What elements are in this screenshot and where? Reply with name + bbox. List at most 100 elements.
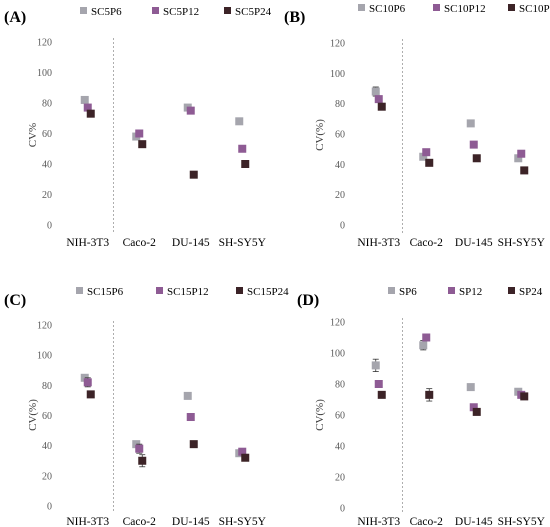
legend-swatch: [236, 287, 243, 294]
legend-swatch: [358, 4, 365, 11]
panel-letter: (A): [4, 9, 26, 26]
data-point: [472, 154, 481, 163]
data-point: [135, 129, 144, 138]
y-tick-label: 60: [42, 411, 52, 422]
data-point: [189, 440, 198, 449]
legend-swatch: [156, 287, 163, 294]
data-point: [186, 106, 195, 115]
data-point: [83, 103, 92, 112]
y-tick-label: 0: [47, 221, 52, 232]
y-tick-label: 80: [42, 381, 52, 392]
data-point: [514, 154, 523, 163]
data-point: [374, 380, 383, 388]
y-tick-label: 80: [335, 380, 345, 391]
legend-label: SC10P12: [444, 3, 486, 15]
y-tick-label: 120: [37, 321, 52, 332]
legend-swatch: [433, 4, 440, 11]
data-point: [425, 390, 434, 399]
data-point: [517, 149, 526, 158]
legend-swatch: [76, 287, 83, 294]
y-tick-label: 0: [340, 504, 345, 515]
y-tick-label: 20: [42, 471, 52, 482]
x-category-label: SH-SY5Y: [219, 516, 267, 527]
y-tick-label: 100: [330, 69, 345, 80]
data-point: [371, 87, 380, 96]
data-point: [425, 158, 434, 167]
panel-letter: (B): [284, 9, 305, 26]
x-category-label: SH-SY5Y: [498, 516, 546, 527]
data-point: [83, 378, 92, 387]
y-tick-label: 120: [330, 39, 345, 50]
legend-swatch: [224, 7, 231, 14]
y-axis-label: CV(%): [314, 399, 326, 431]
data-point: [135, 444, 144, 453]
data-point: [422, 333, 431, 342]
legend-label: SC10P24: [519, 3, 550, 15]
y-tick-label: 20: [335, 473, 345, 484]
data-point: [472, 407, 481, 416]
data-point: [86, 109, 95, 118]
x-category-label: NIH-3T3: [66, 237, 109, 249]
legend-label: SC5P24: [235, 6, 272, 18]
y-tick-label: 0: [47, 502, 52, 513]
x-category-label: NIH-3T3: [357, 516, 400, 527]
panel-letter: (C): [4, 292, 26, 309]
x-category-label: NIH-3T3: [357, 237, 400, 249]
y-tick-label: 40: [42, 160, 52, 171]
x-category-label: DU-145: [455, 237, 493, 249]
data-point: [80, 95, 89, 104]
data-point: [520, 166, 529, 175]
y-axis-label: CV(%): [314, 119, 326, 151]
data-point: [469, 140, 478, 149]
chart-panel-b: (B) SC10P6 SC10P12 SC10P24 0 20 40 60 80 100 120 CV…: [284, 3, 550, 249]
y-tick-label: 40: [335, 442, 345, 453]
chart-panel-d: (D) SP6 SP12 SP24 0 20 40 60 80 100 120 CV(%) NIH-3T…: [297, 286, 546, 527]
y-tick-label: 80: [42, 99, 52, 110]
legend-label: SP6: [399, 286, 417, 298]
data-point: [419, 152, 428, 161]
data-point: [238, 447, 247, 456]
data-point: [466, 383, 475, 392]
data-point: [238, 144, 247, 153]
y-tick-label: 120: [330, 318, 345, 329]
y-tick-label: 60: [335, 411, 345, 422]
y-tick-label: 0: [340, 221, 345, 232]
data-point: [419, 341, 428, 350]
legend-label: SC10P6: [369, 3, 406, 15]
x-category-label: NIH-3T3: [66, 516, 109, 527]
y-tick-label: 20: [42, 190, 52, 201]
x-category-label: DU-145: [172, 516, 210, 527]
x-category-label: SH-SY5Y: [219, 237, 267, 249]
legend-swatch: [388, 287, 395, 294]
data-point: [186, 413, 195, 422]
y-tick-label: 100: [37, 351, 52, 362]
legend-swatch: [80, 7, 87, 14]
y-tick-label: 100: [37, 68, 52, 79]
panel-letter: (D): [297, 292, 319, 309]
x-category-label: Caco-2: [410, 516, 443, 527]
data-point: [371, 361, 380, 370]
y-tick-label: 60: [42, 129, 52, 140]
legend-label: SP12: [459, 286, 482, 298]
data-point: [422, 148, 431, 157]
y-tick-label: 60: [335, 130, 345, 141]
data-point: [241, 160, 250, 168]
x-category-label: Caco-2: [123, 237, 156, 249]
data-point: [377, 102, 386, 111]
chart-panel-c: (C) SC15P6 SC15P12 SC15P24 0 20 40 60 80 100 120 CV…: [4, 286, 289, 527]
y-tick-label: 40: [42, 441, 52, 452]
data-point: [466, 119, 475, 128]
legend-label: SC5P6: [91, 6, 122, 18]
x-category-label: DU-145: [172, 237, 210, 249]
y-tick-label: 100: [330, 349, 345, 360]
legend-swatch: [152, 7, 159, 14]
chart-panel-a: (A) SC5P6 SC5P12 SC5P24 0 20 40 60 80 100 120 CV% NI…: [4, 6, 272, 249]
data-point: [469, 403, 478, 412]
data-point: [189, 170, 198, 179]
x-category-label: Caco-2: [123, 516, 156, 527]
legend-swatch: [508, 287, 515, 294]
data-point: [241, 453, 250, 462]
legend-label: SC15P12: [167, 286, 209, 298]
y-axis-label: CV%: [27, 123, 39, 147]
